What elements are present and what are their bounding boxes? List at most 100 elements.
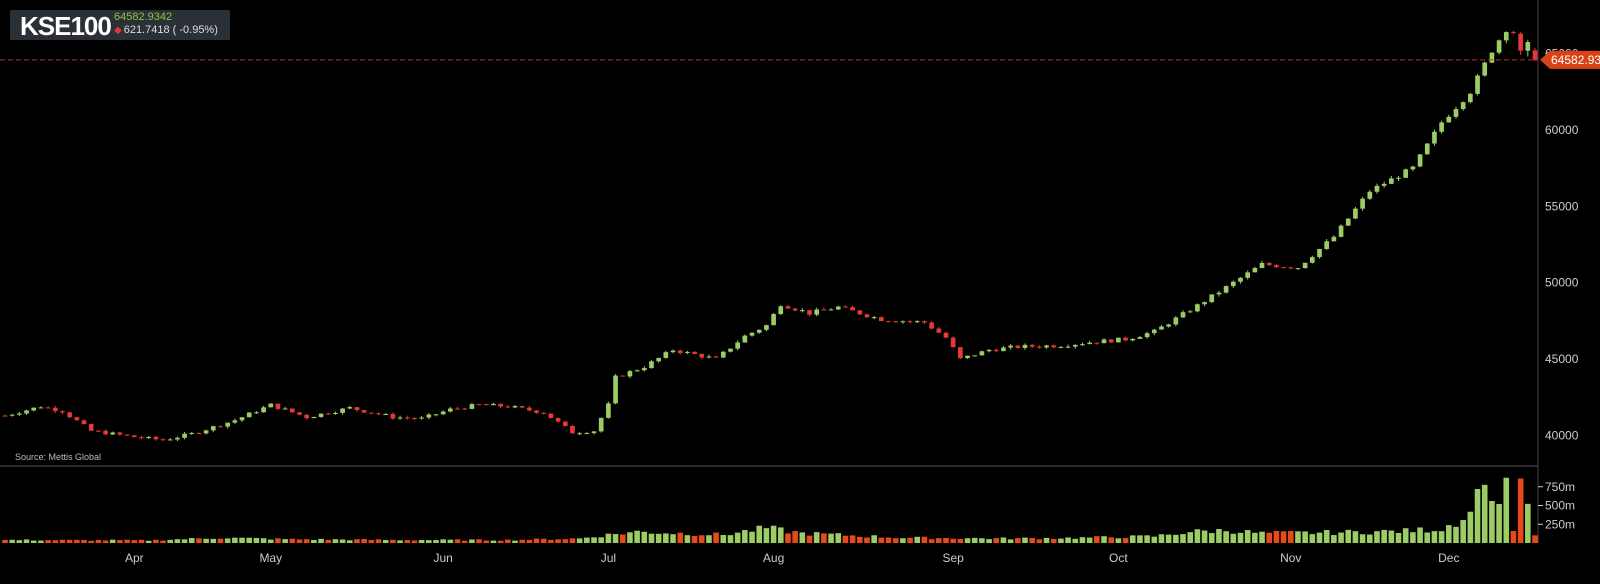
candle-body bbox=[1302, 262, 1308, 269]
candle-body bbox=[383, 414, 389, 416]
volume-bar bbox=[1223, 531, 1229, 543]
down-arrow-icon: ◆ bbox=[114, 25, 122, 36]
volume-bar bbox=[1036, 539, 1043, 543]
price-change-value: 621.7418 ( -0.95%) bbox=[123, 24, 218, 36]
volume-bar bbox=[95, 539, 102, 543]
volume-bar bbox=[203, 538, 209, 543]
volume-bar bbox=[986, 539, 992, 543]
volume-bar bbox=[813, 532, 820, 543]
volume-bar bbox=[361, 539, 367, 543]
candle-body bbox=[160, 439, 166, 441]
candle-body bbox=[498, 403, 503, 407]
volume-bar bbox=[232, 537, 238, 543]
volume-bar bbox=[1345, 529, 1352, 543]
candle-body bbox=[1410, 166, 1416, 170]
volume-bar bbox=[440, 539, 446, 543]
volume-bar bbox=[1273, 530, 1280, 543]
candle-body bbox=[677, 350, 683, 353]
volume-bar bbox=[1187, 532, 1194, 543]
volume-bar bbox=[426, 540, 432, 543]
volume-bar bbox=[1237, 532, 1244, 543]
volume-bar bbox=[720, 534, 727, 543]
volume-bar bbox=[655, 533, 662, 543]
candle-body bbox=[670, 350, 676, 353]
volume-bar bbox=[1230, 533, 1237, 543]
candle-body bbox=[182, 433, 187, 438]
volume-bar bbox=[871, 535, 877, 543]
candle-body bbox=[1029, 344, 1035, 347]
volume-bar bbox=[634, 530, 640, 543]
volume-bar bbox=[1467, 511, 1474, 543]
candle-body bbox=[1367, 191, 1373, 199]
volume-bar bbox=[734, 532, 741, 543]
candle-body bbox=[175, 437, 180, 440]
month-label: Apr bbox=[125, 551, 144, 565]
volume-bar bbox=[950, 538, 956, 543]
volume-bar bbox=[196, 538, 202, 543]
candle-body bbox=[110, 432, 116, 435]
candle-body bbox=[979, 351, 985, 356]
volume-bar bbox=[174, 539, 181, 543]
candle-body bbox=[318, 413, 324, 417]
volume-bar bbox=[1453, 526, 1459, 543]
candle-body bbox=[735, 342, 741, 349]
volume-bar bbox=[792, 531, 798, 543]
volume-bar bbox=[88, 540, 94, 543]
volume-bar bbox=[540, 538, 547, 543]
volume-bar bbox=[145, 540, 152, 543]
volume-bar bbox=[1158, 534, 1165, 543]
volume-bar bbox=[74, 539, 80, 543]
volume-bar bbox=[677, 532, 684, 543]
volume-bar bbox=[1438, 531, 1445, 543]
candle-body bbox=[993, 349, 999, 352]
candle-body bbox=[1245, 272, 1251, 278]
candle-body bbox=[986, 349, 992, 352]
volume-bar bbox=[131, 540, 138, 543]
candle-body bbox=[1259, 262, 1265, 269]
price-tick-label: 55000 bbox=[1545, 199, 1579, 213]
volume-bar bbox=[318, 538, 324, 543]
candle-body bbox=[527, 407, 532, 411]
volume-bar bbox=[109, 539, 116, 543]
month-label: Dec bbox=[1438, 551, 1459, 565]
candle-body bbox=[397, 417, 403, 419]
volume-bar bbox=[188, 538, 195, 543]
volume-tick-label: 250m bbox=[1545, 517, 1575, 531]
volume-bar bbox=[1043, 537, 1050, 543]
candle-body bbox=[728, 348, 733, 352]
volume-bar bbox=[354, 539, 360, 543]
candle-body bbox=[627, 371, 633, 377]
volume-bar bbox=[160, 540, 166, 543]
volume-bar bbox=[993, 538, 1000, 543]
candle-body bbox=[1446, 116, 1452, 123]
candle-body bbox=[60, 411, 65, 413]
volume-bar bbox=[713, 532, 719, 543]
volume-bar bbox=[23, 539, 30, 543]
volume-bar bbox=[289, 538, 296, 543]
volume-bar bbox=[1094, 536, 1100, 543]
volume-bar bbox=[382, 540, 389, 543]
candle-body bbox=[1274, 265, 1279, 268]
candle-body bbox=[1309, 257, 1315, 263]
volume-bar bbox=[346, 540, 353, 543]
candle-body bbox=[929, 322, 934, 329]
volume-bar bbox=[756, 525, 763, 543]
last-price-marker: 64582.934 bbox=[0, 50, 1600, 69]
volume-bar bbox=[569, 538, 576, 543]
volume-bar bbox=[979, 538, 985, 543]
candle-body bbox=[699, 354, 705, 358]
volume-bar bbox=[1381, 529, 1387, 543]
volume-bar bbox=[1374, 531, 1380, 543]
month-label: Aug bbox=[763, 551, 784, 565]
candle-body bbox=[1496, 40, 1502, 53]
last-price-tag bbox=[1540, 50, 1600, 69]
candle-body bbox=[124, 434, 130, 436]
volume-bar bbox=[1208, 533, 1215, 543]
volume-bar bbox=[1431, 531, 1438, 543]
volume-bar bbox=[1295, 531, 1301, 543]
volume-bar bbox=[1489, 501, 1495, 543]
volume-bar bbox=[1525, 503, 1531, 543]
volume-bar bbox=[375, 539, 382, 543]
volume-bar bbox=[497, 540, 504, 543]
candle-body bbox=[426, 414, 432, 418]
